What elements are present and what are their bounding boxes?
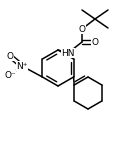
- Text: N⁺: N⁺: [16, 62, 28, 70]
- Text: O: O: [78, 25, 86, 33]
- Text: O⁻: O⁻: [4, 70, 16, 79]
- Text: O: O: [7, 52, 13, 61]
- Text: HN: HN: [61, 49, 75, 58]
- Text: O: O: [92, 37, 99, 46]
